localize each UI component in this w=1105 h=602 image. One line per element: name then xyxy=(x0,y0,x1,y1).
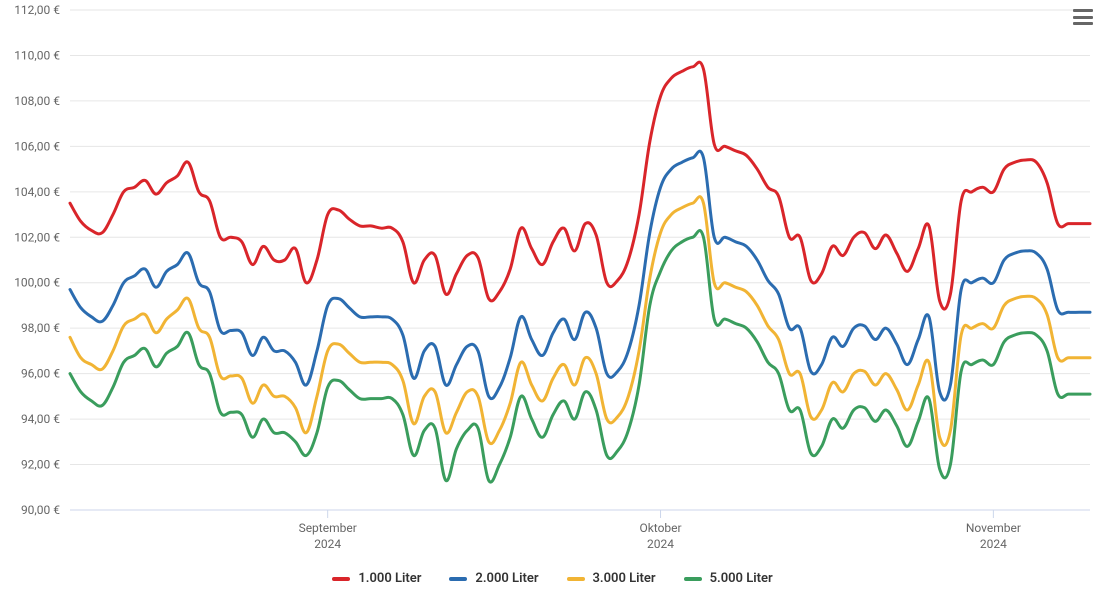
legend-item[interactable]: 1.000 Liter xyxy=(332,571,421,586)
legend-swatch xyxy=(684,577,702,581)
legend-swatch xyxy=(567,577,585,581)
x-tick-label-month: Oktober xyxy=(639,521,681,535)
y-tick-label: 104,00 € xyxy=(14,185,60,199)
x-tick-label-month: September xyxy=(299,521,357,535)
legend-swatch xyxy=(449,577,467,581)
y-tick-label: 94,00 € xyxy=(21,412,60,426)
y-tick-label: 90,00 € xyxy=(21,503,60,517)
y-tick-label: 92,00 € xyxy=(21,458,60,472)
y-tick-label: 106,00 € xyxy=(14,139,60,153)
y-tick-label: 98,00 € xyxy=(21,321,60,335)
legend-item[interactable]: 5.000 Liter xyxy=(684,571,773,586)
legend-item[interactable]: 2.000 Liter xyxy=(449,571,538,586)
legend-item[interactable]: 3.000 Liter xyxy=(567,571,656,586)
y-tick-label: 112,00 € xyxy=(14,3,60,17)
x-tick-label-year: 2024 xyxy=(980,537,1007,551)
price-chart: 90,00 € 92,00 € 94,00 € 96,00 € 98,00 € 100,0… xyxy=(0,0,1105,602)
legend-swatch xyxy=(332,577,350,581)
x-tick-label-year: 2024 xyxy=(647,537,674,551)
legend-label: 1.000 Liter xyxy=(358,571,421,586)
legend-label: 5.000 Liter xyxy=(710,571,773,586)
legend-label: 2.000 Liter xyxy=(475,571,538,586)
y-tick-label: 110,00 € xyxy=(14,48,60,62)
chart-menu-button[interactable] xyxy=(1071,6,1095,28)
y-tick-label: 108,00 € xyxy=(14,94,60,108)
x-tick-label-year: 2024 xyxy=(314,537,341,551)
legend: 1.000 Liter 2.000 Liter 3.000 Liter 5.000 L… xyxy=(0,570,1105,587)
legend-label: 3.000 Liter xyxy=(593,571,656,586)
y-tick-label: 100,00 € xyxy=(14,276,60,290)
hamburger-icon xyxy=(1073,9,1093,12)
x-tick-label-month: November xyxy=(966,521,1021,535)
y-tick-label: 96,00 € xyxy=(21,367,60,381)
series-line xyxy=(70,62,1090,309)
chart-svg: 90,00 € 92,00 € 94,00 € 96,00 € 98,00 € 100,0… xyxy=(0,0,1105,602)
y-tick-label: 102,00 € xyxy=(14,230,60,244)
series-line xyxy=(70,231,1090,483)
